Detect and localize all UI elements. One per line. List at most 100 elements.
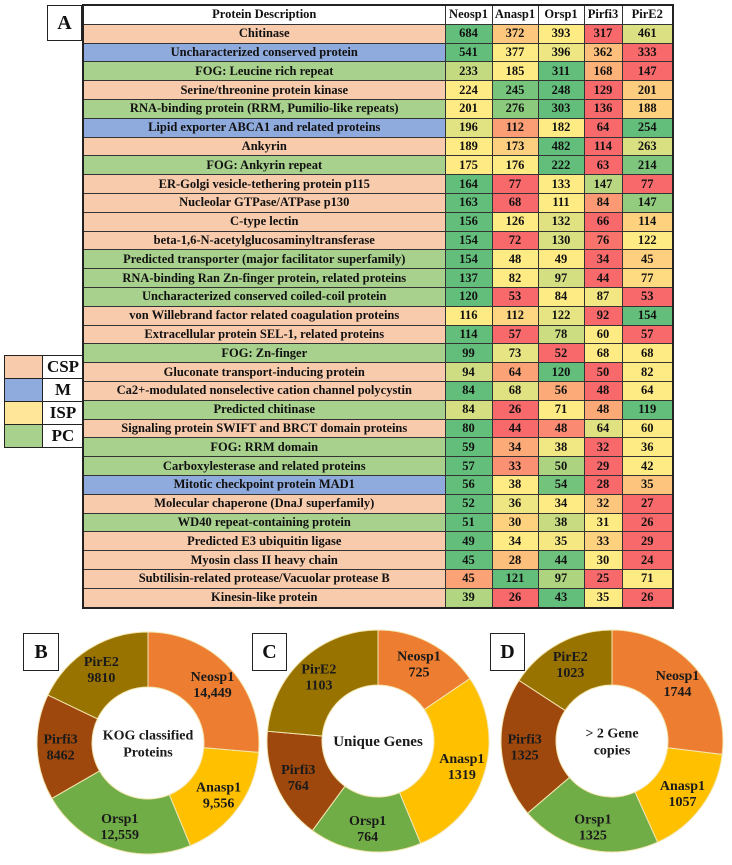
donut-slice-pire2 [518,629,613,712]
heatmap-cell: 71 [621,568,674,589]
table-row: RNA-binding protein (RRM, Pumilio-like r… [82,98,674,119]
heatmap-cell: 233 [444,61,493,82]
heatmap-cell: 45 [444,568,493,589]
protein-description: Predicted chitinase [82,399,446,420]
donut-center-label: KOG classified [103,729,194,744]
table-row: Extracellular protein SEL-1, related pro… [82,324,674,345]
heatmap-cell: 176 [491,155,539,176]
slice-value-label: 9810 [87,671,115,686]
heatmap-cell: 71 [537,399,585,420]
heatmap-cell: 68 [491,380,539,401]
heatmap-cell: 52 [444,493,493,514]
heatmap-cell: 64 [583,418,623,439]
donut-slice-pire2 [47,631,149,720]
heatmap-cell: 38 [537,437,585,458]
heatmap-cell: 147 [583,174,623,194]
heatmap-cell: 196 [444,117,493,138]
heatmap-cell: 53 [621,286,674,307]
heatmap-cell: 80 [444,418,493,439]
heatmap-cell: 36 [491,493,539,514]
heatmap-cell: 154 [444,230,493,251]
heatmap-cell: 684 [444,23,493,44]
protein-description: Ca2+-modulated nonselective cation chann… [82,380,446,401]
table-row: FOG: Zn-finger 99 73 52 68 68 [82,343,674,364]
heatmap-cell: 35 [621,474,674,495]
table-row: Ca2+-modulated nonselective cation chann… [82,380,674,401]
heatmap-cell: 77 [621,174,674,194]
table-row: beta-1,6-N-acetylglucosaminyltransferase… [82,230,674,251]
legend-label: ISP [42,401,84,425]
slice-name-label: Pirfi3 [508,733,542,748]
donut-charts: Neosp114,449Anasp19,556Orsp112,559Pirfi3… [36,629,724,855]
protein-description: Lipid exporter ABCA1 and related protein… [82,117,446,138]
heatmap-cell: 99 [444,343,493,364]
heatmap-cell: 34 [537,493,585,514]
table-row: Signaling protein SWIFT and BRCT domain … [82,418,674,439]
legend-swatch [4,401,43,425]
slice-name-label: Orsp1 [574,812,611,827]
table-row: FOG: RRM domain 59 34 38 32 36 [82,437,674,458]
slice-name-label: Anasp1 [660,779,705,794]
protein-description: WD40 repeat-containing protein [82,512,446,533]
panel-label-a: A [47,5,82,41]
slice-value-label: 1325 [511,749,539,764]
heatmap-cell: 34 [491,531,539,552]
panel-label-b: B [23,633,59,671]
protein-description: Chitinase [82,23,446,44]
panel-label-c: C [252,633,287,671]
slice-value-label: 14,449 [193,686,232,701]
column-header: PirE2 [621,4,674,25]
heatmap-cell: 29 [583,456,623,476]
heatmap-cell: 56 [444,474,493,495]
heatmap-cell: 189 [444,136,493,157]
heatmap-cell: 44 [537,550,585,570]
slice-name-label: Orsp1 [101,812,138,827]
heatmap-cell: 377 [491,42,539,63]
heatmap-cell: 311 [537,61,585,82]
slice-value-label: 1023 [556,666,584,681]
legend-item: PC [4,424,84,448]
heatmap-cell: 35 [537,531,585,552]
protein-description: Mitotic checkpoint protein MAD1 [82,474,446,495]
heatmap-cell: 49 [444,531,493,552]
heatmap-cell: 120 [537,362,585,382]
heatmap-cell: 38 [537,512,585,533]
table-row: Gluconate transport-inducing protein 94 64… [82,362,674,382]
protein-description: Serine/threonine protein kinase [82,80,446,100]
heatmap-cell: 147 [621,61,674,82]
heatmap-cell: 26 [491,587,539,609]
heatmap-cell: 132 [537,211,585,232]
slice-name-label: PirE2 [553,650,588,665]
heatmap-cell: 182 [537,117,585,138]
heatmap-cell: 114 [621,211,674,232]
legend-label: CSP [42,355,84,379]
heatmap-cell: 64 [621,380,674,401]
protein-description: von Willebrand factor related coagulatio… [82,305,446,326]
heatmap-cell: 201 [621,80,674,100]
table-row: FOG: Leucine rich repeat 233 185 311 168 147 [82,61,674,82]
heatmap-cell: 201 [444,98,493,119]
heatmap-cell: 50 [537,456,585,476]
table-row: Molecular chaperone (DnaJ superfamily) 52… [82,493,674,514]
heatmap-cell: 32 [583,437,623,458]
heatmap-cell: 173 [491,136,539,157]
table-row: Serine/threonine protein kinase 224 245 248… [82,80,674,100]
protein-description: Kinesin-like protein [82,587,446,609]
protein-description: Molecular chaperone (DnaJ superfamily) [82,493,446,514]
heatmap-cell: 120 [444,286,493,307]
heatmap-cell: 111 [537,192,585,213]
heatmap-cell: 84 [444,399,493,420]
heatmap-cell: 64 [583,117,623,138]
heatmap-cell: 48 [583,399,623,420]
heatmap-cell: 116 [444,305,493,326]
slice-name-label: Pirfi3 [281,763,315,778]
table-row: ER-Golgi vesicle-tethering protein p115 1… [82,174,674,194]
slice-name-label: Neosp1 [397,650,441,665]
protein-description: FOG: RRM domain [82,437,446,458]
heatmap-cell: 372 [491,23,539,44]
table-row: Chitinase 684 372 393 317 461 [82,23,674,44]
slice-value-label: 725 [408,666,429,681]
heatmap-cell: 45 [621,249,674,270]
heatmap-cell: 245 [491,80,539,100]
heatmap-header-row: Protein Description Neosp1 Anasp1 Orsp1 … [82,4,674,25]
